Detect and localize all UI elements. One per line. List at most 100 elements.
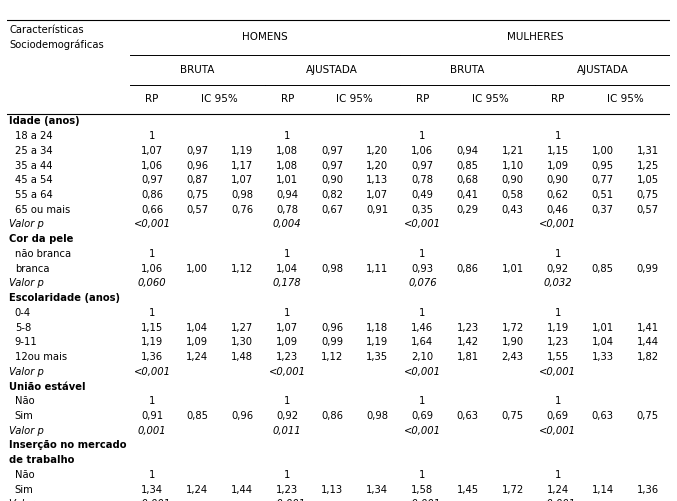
Text: 1: 1 [419, 308, 426, 318]
Text: 1,06: 1,06 [141, 264, 163, 274]
Text: 0,98: 0,98 [322, 264, 343, 274]
Text: 1,44: 1,44 [636, 337, 659, 347]
Text: 1,06: 1,06 [141, 160, 163, 170]
Text: 1,15: 1,15 [546, 146, 569, 156]
Text: 0,93: 0,93 [412, 264, 433, 274]
Text: 2,43: 2,43 [502, 352, 523, 362]
Text: 0,98: 0,98 [231, 190, 253, 200]
Text: 1,04: 1,04 [186, 323, 208, 333]
Text: 0,37: 0,37 [592, 205, 613, 215]
Text: 0,63: 0,63 [592, 411, 613, 421]
Text: IC 95%: IC 95% [201, 94, 238, 104]
Text: 1,58: 1,58 [412, 484, 433, 494]
Text: 1,44: 1,44 [231, 484, 253, 494]
Text: 1: 1 [284, 470, 290, 480]
Text: 1: 1 [419, 131, 426, 141]
Text: 1,19: 1,19 [141, 337, 163, 347]
Text: 0,87: 0,87 [186, 175, 208, 185]
Text: 0,076: 0,076 [408, 279, 437, 289]
Text: 25 a 34: 25 a 34 [15, 146, 52, 156]
Text: 1: 1 [554, 131, 561, 141]
Text: 0,58: 0,58 [502, 190, 523, 200]
Text: 0,95: 0,95 [592, 160, 614, 170]
Text: 65 ou mais: 65 ou mais [15, 205, 70, 215]
Text: 1: 1 [149, 396, 155, 406]
Text: 1,13: 1,13 [366, 175, 389, 185]
Text: 1,34: 1,34 [366, 484, 389, 494]
Text: 0,97: 0,97 [186, 146, 208, 156]
Text: 0,94: 0,94 [276, 190, 299, 200]
Text: 0,92: 0,92 [546, 264, 569, 274]
Text: <0,001: <0,001 [404, 426, 441, 436]
Text: AJUSTADA: AJUSTADA [307, 65, 358, 75]
Text: 1,01: 1,01 [502, 264, 523, 274]
Text: 1,72: 1,72 [502, 323, 523, 333]
Text: 0,004: 0,004 [273, 219, 301, 229]
Text: 1: 1 [149, 249, 155, 259]
Text: 1,30: 1,30 [231, 337, 253, 347]
Text: 12ou mais: 12ou mais [15, 352, 67, 362]
Text: 1,20: 1,20 [366, 146, 389, 156]
Text: 1: 1 [284, 396, 290, 406]
Text: 0,57: 0,57 [186, 205, 208, 215]
Text: 0,77: 0,77 [592, 175, 614, 185]
Text: 1: 1 [554, 249, 561, 259]
Text: 1,35: 1,35 [366, 352, 389, 362]
Text: Escolaridade (anos): Escolaridade (anos) [9, 293, 121, 303]
Text: 1,24: 1,24 [186, 352, 208, 362]
Text: 0-4: 0-4 [15, 308, 31, 318]
Text: <0,001: <0,001 [133, 367, 171, 377]
Text: 0,90: 0,90 [322, 175, 343, 185]
Text: RP: RP [146, 94, 158, 104]
Text: 0,96: 0,96 [186, 160, 208, 170]
Text: 0,97: 0,97 [141, 175, 163, 185]
Text: Inserção no mercado: Inserção no mercado [9, 440, 127, 450]
Text: 1,72: 1,72 [502, 484, 523, 494]
Text: 1,27: 1,27 [231, 323, 253, 333]
Text: 1,64: 1,64 [412, 337, 433, 347]
Text: 1: 1 [419, 396, 426, 406]
Text: 1: 1 [149, 308, 155, 318]
Text: <0,001: <0,001 [404, 219, 441, 229]
Text: Cor da pele: Cor da pele [9, 234, 74, 244]
Text: 0,35: 0,35 [412, 205, 433, 215]
Text: Sociodemográficas: Sociodemográficas [9, 40, 104, 51]
Text: 1: 1 [554, 308, 561, 318]
Text: 1,01: 1,01 [592, 323, 614, 333]
Text: Valor p: Valor p [9, 367, 44, 377]
Text: 0,99: 0,99 [321, 337, 343, 347]
Text: 45 a 54: 45 a 54 [15, 175, 52, 185]
Text: RP: RP [280, 94, 294, 104]
Text: 0,69: 0,69 [412, 411, 433, 421]
Text: 0,97: 0,97 [321, 146, 343, 156]
Text: 1,15: 1,15 [141, 323, 163, 333]
Text: 0,63: 0,63 [456, 411, 479, 421]
Text: 1,04: 1,04 [592, 337, 613, 347]
Text: 1,42: 1,42 [456, 337, 479, 347]
Text: 0,67: 0,67 [321, 205, 343, 215]
Text: 0,85: 0,85 [592, 264, 613, 274]
Text: 1,14: 1,14 [592, 484, 614, 494]
Text: 0,91: 0,91 [366, 205, 389, 215]
Text: 1,81: 1,81 [456, 352, 479, 362]
Text: 1,18: 1,18 [366, 323, 389, 333]
Text: 1,08: 1,08 [276, 146, 299, 156]
Text: MULHERES: MULHERES [507, 33, 563, 43]
Text: 55 a 64: 55 a 64 [15, 190, 53, 200]
Text: 1,05: 1,05 [636, 175, 659, 185]
Text: Não: Não [15, 470, 35, 480]
Text: AJUSTADA: AJUSTADA [577, 65, 628, 75]
Text: 0,29: 0,29 [456, 205, 479, 215]
Text: 0,69: 0,69 [546, 411, 569, 421]
Text: 0,75: 0,75 [636, 190, 659, 200]
Text: 1,23: 1,23 [546, 337, 569, 347]
Text: 2,10: 2,10 [412, 352, 433, 362]
Text: 1: 1 [554, 470, 561, 480]
Text: 1,07: 1,07 [276, 323, 299, 333]
Text: 1,82: 1,82 [636, 352, 659, 362]
Text: 1,55: 1,55 [546, 352, 569, 362]
Text: IC 95%: IC 95% [472, 94, 508, 104]
Text: 0,060: 0,060 [137, 279, 167, 289]
Text: 0,001: 0,001 [137, 426, 167, 436]
Text: 1,12: 1,12 [321, 352, 343, 362]
